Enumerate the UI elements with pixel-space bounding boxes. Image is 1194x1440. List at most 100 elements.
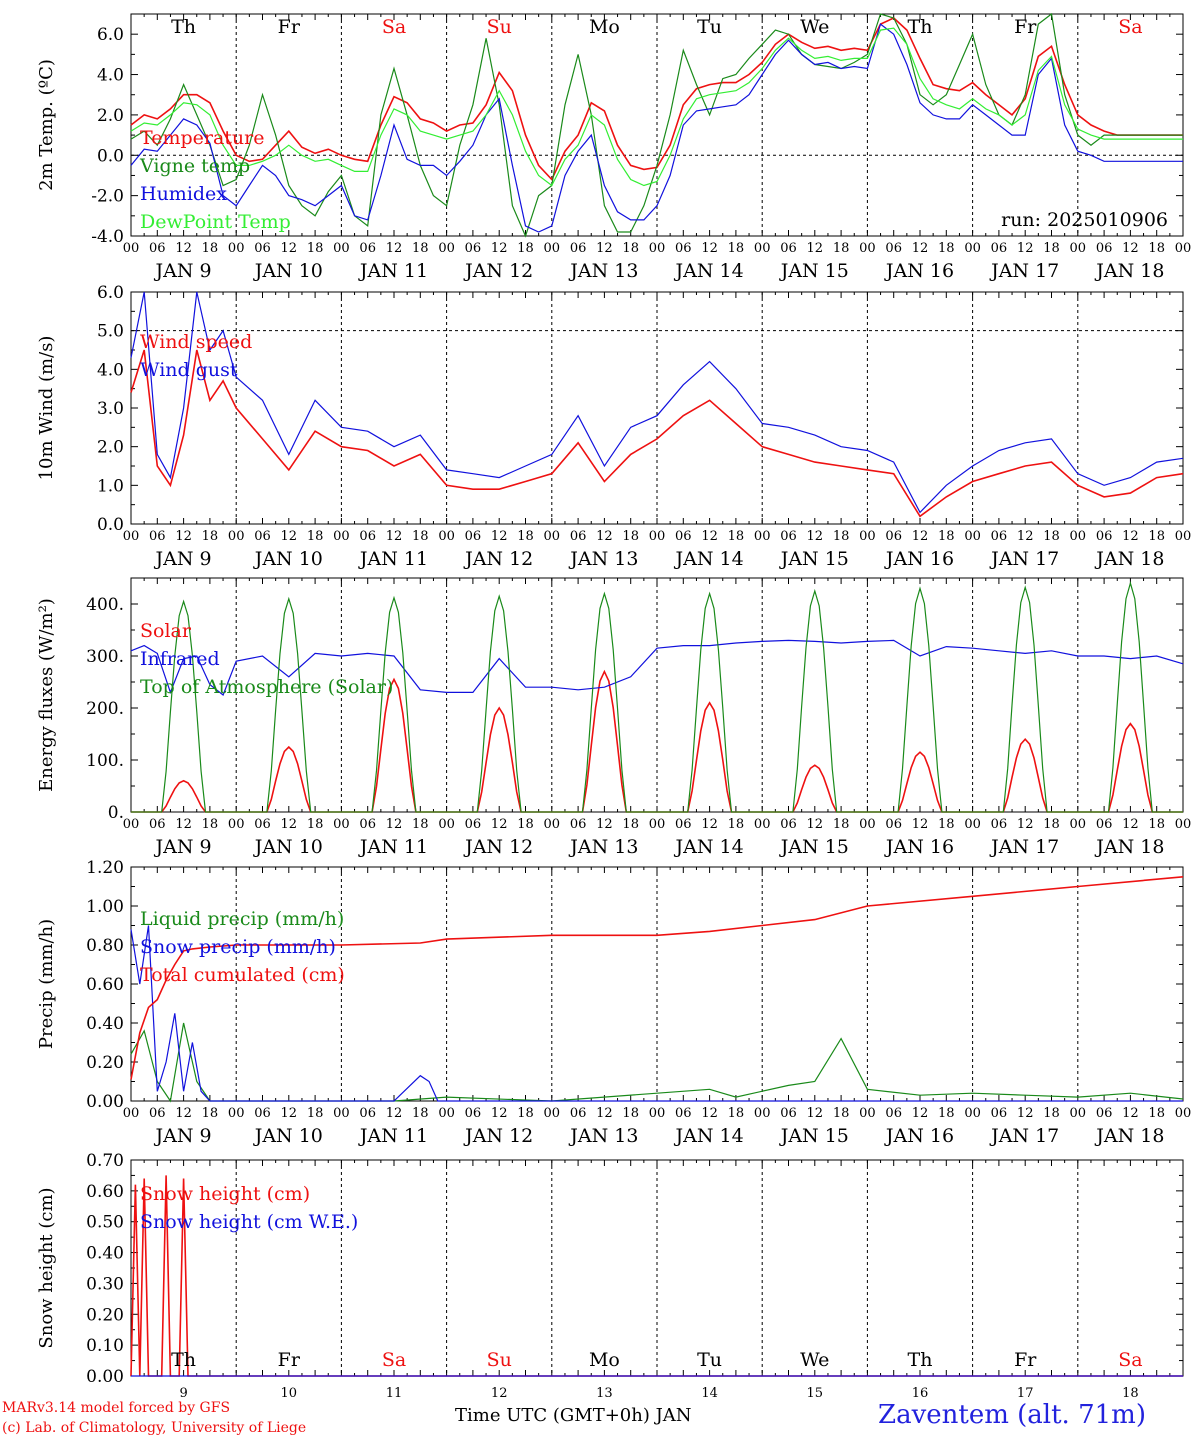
legend-entry: Wind gust (140, 359, 238, 381)
hour-tick-label: 18 (412, 241, 429, 256)
y-tick-label: 0.40 (86, 1244, 124, 1264)
hour-tick-label: 00 (438, 529, 455, 544)
hour-tick-label: 18 (1148, 1106, 1165, 1121)
day-label: JAN 17 (989, 548, 1059, 570)
legend-entry: Snow height (cm W.E.) (140, 1211, 358, 1233)
weekday-label-bottom: Mo (589, 1349, 620, 1371)
y-tick-label: -4.0 (91, 227, 124, 247)
hour-tick-label: 12 (912, 529, 929, 544)
hour-tick-label: 12 (701, 529, 718, 544)
hour-tick-label: 12 (596, 241, 613, 256)
day-label: JAN 13 (568, 260, 638, 282)
hour-tick-label: 00 (123, 529, 140, 544)
hour-tick-label: 06 (359, 1106, 376, 1121)
day-label: JAN 15 (779, 260, 849, 282)
hour-tick-label: 18 (1148, 817, 1165, 832)
series-line-total-cumulated-cm- (130, 876, 1184, 1080)
weekday-label: Su (487, 16, 512, 38)
y-tick-label: 2.0 (97, 438, 124, 458)
series-line-temperature (130, 17, 1183, 181)
hour-tick-label: 00 (754, 817, 771, 832)
hour-tick-label: 18 (728, 1106, 745, 1121)
hour-tick-label: 06 (780, 241, 797, 256)
hour-tick-label: 18 (1148, 241, 1165, 256)
day-number: 18 (1122, 1386, 1139, 1401)
hour-tick-label: 00 (964, 241, 981, 256)
hour-tick-label: 18 (833, 241, 850, 256)
y-tick-label: 5.0 (97, 322, 124, 342)
hour-tick-label: 06 (780, 817, 797, 832)
series-line-infrared (130, 639, 1184, 696)
day-label: JAN 14 (674, 260, 744, 282)
hour-tick-label: 00 (859, 817, 876, 832)
panel-1 (130, 12, 1184, 238)
hour-tick-label: 00 (964, 529, 981, 544)
panel-4 (130, 866, 1184, 1103)
day-label: JAN 12 (463, 260, 533, 282)
hour-tick-label: 00 (228, 241, 245, 256)
hour-tick-label: 18 (1043, 817, 1060, 832)
legend-entry: Humidex (140, 183, 227, 205)
day-number: 16 (912, 1386, 929, 1401)
hour-tick-label: 06 (570, 817, 587, 832)
day-number: 17 (1017, 1386, 1034, 1401)
day-label: JAN 16 (884, 548, 954, 570)
hour-tick-label: 00 (1175, 1106, 1192, 1121)
hour-tick-label: 06 (885, 817, 902, 832)
y-tick-label: 6.0 (97, 283, 124, 303)
y-tick-label: -2.0 (91, 187, 124, 207)
hour-tick-label: 06 (991, 241, 1008, 256)
hour-tick-label: 06 (570, 1106, 587, 1121)
y-tick-label: 0.00 (86, 1092, 124, 1112)
hour-tick-label: 00 (333, 1106, 350, 1121)
hour-tick-label: 00 (754, 1106, 771, 1121)
y-tick-label: 1.20 (86, 858, 124, 878)
hour-tick-label: 00 (1070, 241, 1087, 256)
day-number: 12 (491, 1386, 508, 1401)
y-tick-label: 4.0 (97, 66, 124, 86)
hour-tick-label: 00 (228, 817, 245, 832)
hour-tick-label: 12 (701, 817, 718, 832)
hour-tick-label: 18 (307, 241, 324, 256)
hour-tick-label: 18 (833, 817, 850, 832)
panel-5 (130, 1159, 1184, 1377)
weekday-label-bottom: Th (171, 1349, 196, 1371)
series-line-wind-speed (130, 349, 1184, 518)
hour-tick-label: 12 (596, 1106, 613, 1121)
legend-entry: Solar (140, 620, 192, 642)
hour-tick-label: 06 (149, 817, 166, 832)
weekday-label-bottom: Su (487, 1349, 512, 1371)
day-number: 14 (701, 1386, 718, 1401)
hour-tick-label: 00 (649, 1106, 666, 1121)
y-tick-label: 6.0 (97, 25, 124, 45)
hour-tick-label: 06 (149, 1106, 166, 1121)
hour-tick-label: 18 (307, 817, 324, 832)
hour-tick-label: 12 (807, 529, 824, 544)
day-label: JAN 18 (1094, 548, 1164, 570)
hour-tick-label: 18 (307, 1106, 324, 1121)
y-tick-label: 0.0 (97, 515, 124, 535)
station-name: Zaventem (alt. 71m) (878, 1400, 1146, 1430)
hour-tick-label: 00 (1175, 817, 1192, 832)
legend-entry: Snow precip (mm/h) (140, 936, 336, 958)
hour-tick-label: 12 (281, 529, 298, 544)
weekday-label: We (800, 16, 829, 38)
hour-tick-label: 06 (254, 241, 271, 256)
hour-tick-label: 06 (1096, 1106, 1113, 1121)
hour-tick-label: 18 (412, 529, 429, 544)
hour-tick-label: 12 (491, 241, 508, 256)
hour-tick-label: 12 (701, 1106, 718, 1121)
day-label: JAN 14 (674, 1125, 744, 1147)
y-tick-label: 2.0 (97, 106, 124, 126)
hour-tick-label: 18 (412, 817, 429, 832)
hour-tick-label: 18 (728, 817, 745, 832)
y-tick-label: 0.20 (86, 1305, 124, 1325)
hour-tick-label: 12 (281, 1106, 298, 1121)
hour-tick-label: 06 (359, 529, 376, 544)
hour-tick-label: 00 (1070, 817, 1087, 832)
legend-entry: Top of Atmosphere (Solar) (140, 676, 393, 698)
hour-tick-label: 00 (754, 529, 771, 544)
hour-tick-label: 00 (649, 241, 666, 256)
hour-tick-label: 00 (438, 817, 455, 832)
